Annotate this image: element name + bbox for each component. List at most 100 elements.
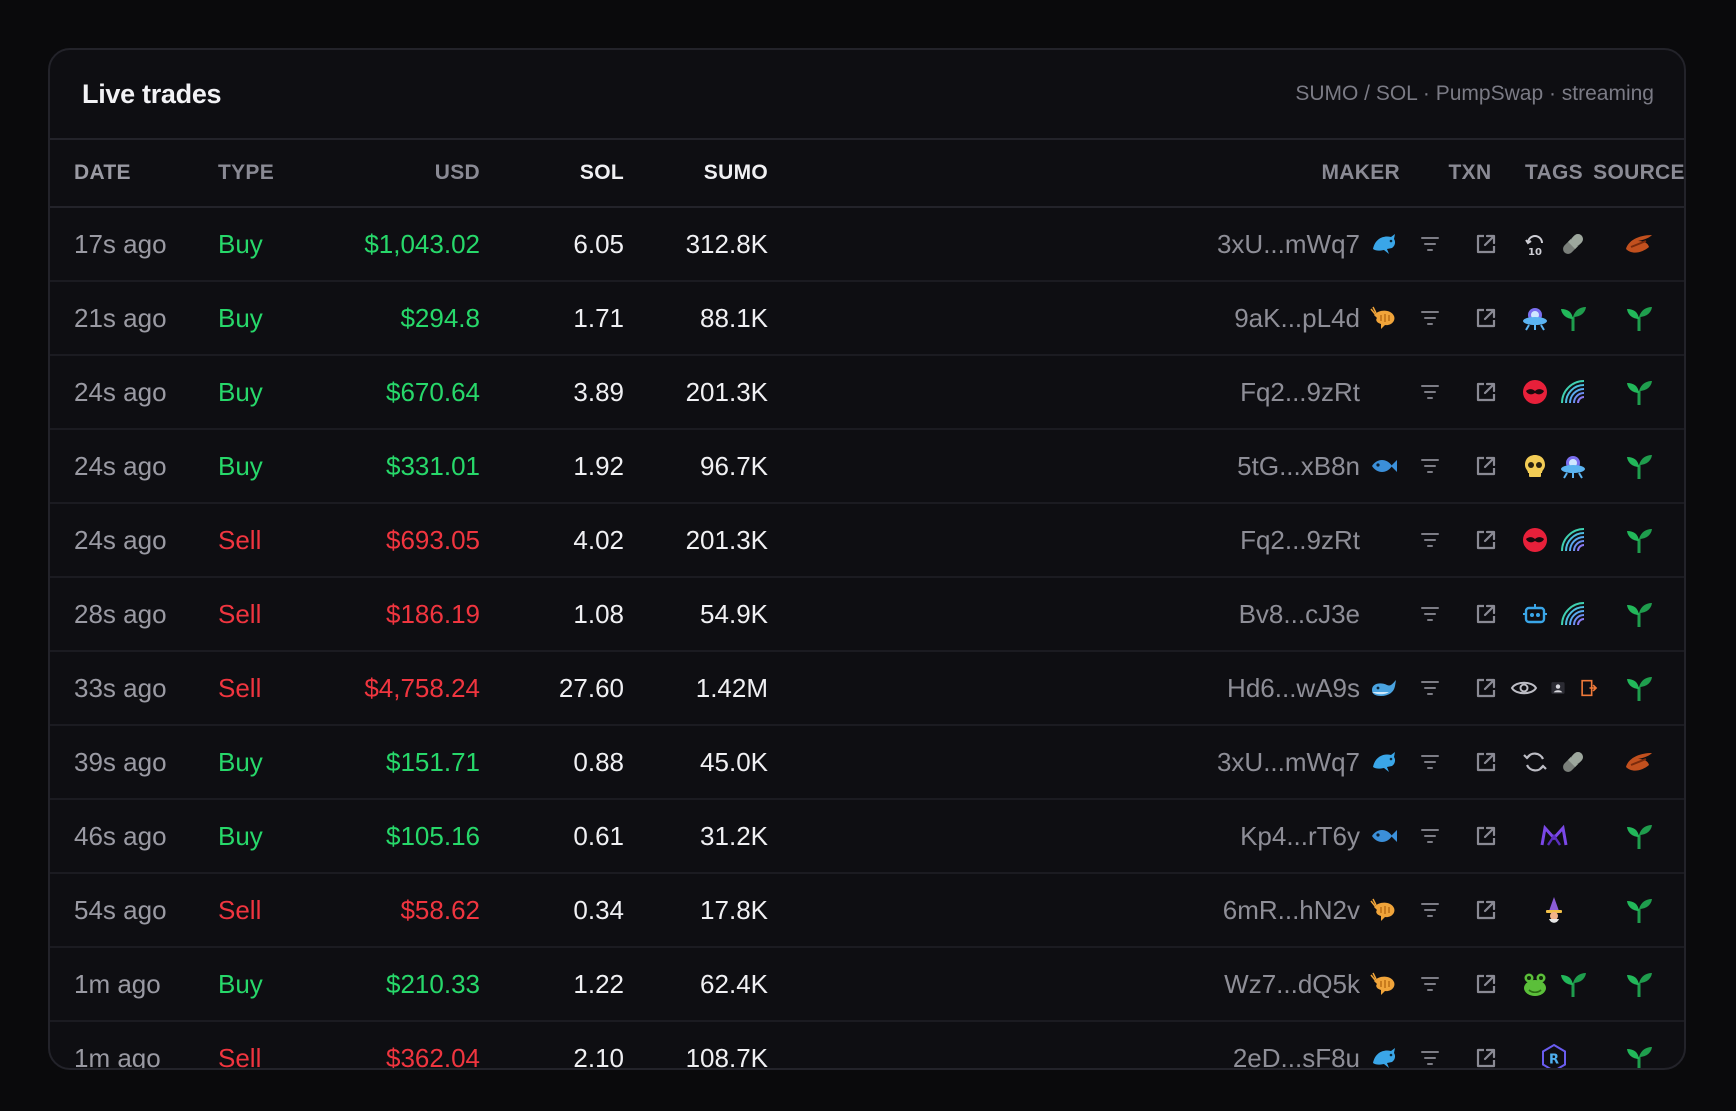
- filter-maker-button[interactable]: [1402, 747, 1458, 777]
- txn-link-button[interactable]: [1458, 895, 1514, 925]
- ufo-icon[interactable]: [1558, 451, 1588, 481]
- maker-address[interactable]: 9aK...pL4d: [1234, 302, 1360, 333]
- pill-icon[interactable]: [1558, 229, 1588, 259]
- filter-maker-button[interactable]: [1402, 895, 1458, 925]
- skull-icon[interactable]: [1520, 451, 1550, 481]
- maker-address[interactable]: Hd6...wA9s: [1227, 672, 1360, 703]
- trade-maker[interactable]: Kp4...rT6y: [1042, 818, 1402, 854]
- trade-maker[interactable]: 5tG...xB8n: [1042, 448, 1402, 484]
- col-sumo[interactable]: SUMO: [703, 161, 768, 184]
- hat-icon[interactable]: [1547, 673, 1569, 703]
- txn-link-button[interactable]: [1458, 377, 1514, 407]
- trade-maker[interactable]: Bv8...cJ3e: [1042, 596, 1402, 632]
- filter-maker-button[interactable]: [1402, 599, 1458, 629]
- txn-link-button[interactable]: [1458, 673, 1514, 703]
- filter-maker-button[interactable]: [1402, 229, 1458, 259]
- sprout-icon[interactable]: [1622, 1043, 1656, 1068]
- trade-maker[interactable]: Fq2...9zRt: [1042, 522, 1402, 558]
- maker-address[interactable]: 6mR...hN2v: [1222, 894, 1360, 925]
- wizard-icon[interactable]: [1539, 895, 1569, 925]
- sprout-icon[interactable]: [1622, 303, 1656, 333]
- trade-maker[interactable]: Hd6...wA9s: [1042, 670, 1402, 706]
- table-row[interactable]: 24s ago Buy $670.64 3.89 201.3K Fq2...9zRt: [50, 356, 1684, 430]
- txn-link-button[interactable]: [1458, 821, 1514, 851]
- maker-address[interactable]: Fq2...9zRt: [1240, 524, 1360, 555]
- sprout-icon[interactable]: [1622, 969, 1656, 999]
- txn-link-button[interactable]: [1458, 599, 1514, 629]
- sprout-icon[interactable]: [1558, 969, 1588, 999]
- txn-link-button[interactable]: [1458, 229, 1514, 259]
- sprout-icon[interactable]: [1622, 895, 1656, 925]
- txn-link-button[interactable]: [1458, 303, 1514, 333]
- wave-icon[interactable]: [1558, 377, 1588, 407]
- slash-logo-icon[interactable]: [1622, 747, 1656, 777]
- table-row[interactable]: 54s ago Sell $58.62 0.34 17.8K 6mR...hN2v: [50, 874, 1684, 948]
- filter-maker-button[interactable]: [1402, 673, 1458, 703]
- trade-maker[interactable]: 2eD...sF8u: [1042, 1040, 1402, 1070]
- filter-maker-button[interactable]: [1402, 303, 1458, 333]
- txn-link-button[interactable]: [1458, 451, 1514, 481]
- maker-address[interactable]: Wz7...dQ5k: [1224, 968, 1360, 999]
- maker-address[interactable]: 2eD...sF8u: [1232, 1042, 1360, 1070]
- sprout-icon[interactable]: [1622, 377, 1656, 407]
- maker-address[interactable]: Kp4...rT6y: [1240, 820, 1360, 851]
- trade-maker[interactable]: 3xU...mWq7: [1042, 226, 1402, 262]
- wave-icon[interactable]: [1558, 525, 1588, 555]
- txn-link-button[interactable]: [1458, 969, 1514, 999]
- trade-maker[interactable]: 3xU...mWq7: [1042, 744, 1402, 780]
- filter-maker-button[interactable]: [1402, 969, 1458, 999]
- exit-door-icon[interactable]: [1577, 673, 1599, 703]
- txn-link-button[interactable]: [1458, 1043, 1514, 1068]
- table-row[interactable]: 28s ago Sell $186.19 1.08 54.9K Bv8...cJ3e: [50, 578, 1684, 652]
- table-row[interactable]: 1m ago Buy $210.33 1.22 62.4K Wz7...dQ5k: [50, 948, 1684, 1022]
- ufo-icon[interactable]: [1520, 303, 1550, 333]
- col-date[interactable]: DATE: [74, 161, 131, 184]
- table-row[interactable]: 33s ago Sell $4,758.24 27.60 1.42M Hd6...wA9s: [50, 652, 1684, 726]
- mask-icon[interactable]: [1520, 525, 1550, 555]
- robot-icon[interactable]: [1520, 599, 1550, 629]
- table-row[interactable]: 1m ago Sell $362.04 2.10 108.7K 2eD...sF8u R: [50, 1022, 1684, 1070]
- txn-link-button[interactable]: [1458, 747, 1514, 777]
- m-logo-icon[interactable]: [1539, 821, 1569, 851]
- filter-maker-button[interactable]: [1402, 451, 1458, 481]
- trade-maker[interactable]: Fq2...9zRt: [1042, 374, 1402, 410]
- col-usd[interactable]: USD: [434, 161, 480, 184]
- table-row[interactable]: 21s ago Buy $294.8 1.71 88.1K 9aK...pL4d: [50, 282, 1684, 356]
- col-sol[interactable]: SOL: [579, 161, 624, 184]
- filter-maker-button[interactable]: [1402, 821, 1458, 851]
- col-maker[interactable]: MAKER: [1042, 161, 1402, 185]
- tag-10-icon[interactable]: 10: [1520, 229, 1550, 259]
- mask-icon[interactable]: [1520, 377, 1550, 407]
- table-row[interactable]: 17s ago Buy $1,043.02 6.05 312.8K 3xU...mWq7 1…: [50, 208, 1684, 282]
- trade-maker[interactable]: 9aK...pL4d: [1042, 300, 1402, 336]
- table-row[interactable]: 24s ago Buy $331.01 1.92 96.7K 5tG...xB8n: [50, 430, 1684, 504]
- filter-maker-button[interactable]: [1402, 525, 1458, 555]
- sprout-icon[interactable]: [1622, 525, 1656, 555]
- maker-address[interactable]: Fq2...9zRt: [1240, 376, 1360, 407]
- frog-icon[interactable]: [1520, 969, 1550, 999]
- sprout-icon[interactable]: [1622, 451, 1656, 481]
- r-logo-icon[interactable]: R: [1539, 1043, 1569, 1068]
- wave-icon[interactable]: [1558, 599, 1588, 629]
- slash-logo-icon[interactable]: [1622, 229, 1656, 259]
- maker-address[interactable]: 3xU...mWq7: [1216, 746, 1360, 777]
- table-row[interactable]: 46s ago Buy $105.16 0.61 31.2K Kp4...rT6y: [50, 800, 1684, 874]
- pill-icon[interactable]: [1558, 747, 1588, 777]
- sprout-icon[interactable]: [1622, 673, 1656, 703]
- table-row[interactable]: 24s ago Sell $693.05 4.02 201.3K Fq2...9zRt: [50, 504, 1684, 578]
- maker-address[interactable]: Bv8...cJ3e: [1238, 598, 1360, 629]
- table-row[interactable]: 39s ago Buy $151.71 0.88 45.0K 3xU...mWq7: [50, 726, 1684, 800]
- sprout-icon[interactable]: [1558, 303, 1588, 333]
- refresh-icon[interactable]: [1520, 747, 1550, 777]
- sprout-icon[interactable]: [1622, 599, 1656, 629]
- trade-maker[interactable]: Wz7...dQ5k: [1042, 966, 1402, 1002]
- txn-link-button[interactable]: [1458, 525, 1514, 555]
- col-type[interactable]: TYPE: [218, 161, 275, 184]
- maker-address[interactable]: 3xU...mWq7: [1216, 228, 1360, 259]
- filter-maker-button[interactable]: [1402, 1043, 1458, 1068]
- sprout-icon[interactable]: [1622, 821, 1656, 851]
- filter-maker-button[interactable]: [1402, 377, 1458, 407]
- eye-icon[interactable]: [1509, 673, 1539, 703]
- trade-maker[interactable]: 6mR...hN2v: [1042, 892, 1402, 928]
- maker-address[interactable]: 5tG...xB8n: [1237, 450, 1360, 481]
